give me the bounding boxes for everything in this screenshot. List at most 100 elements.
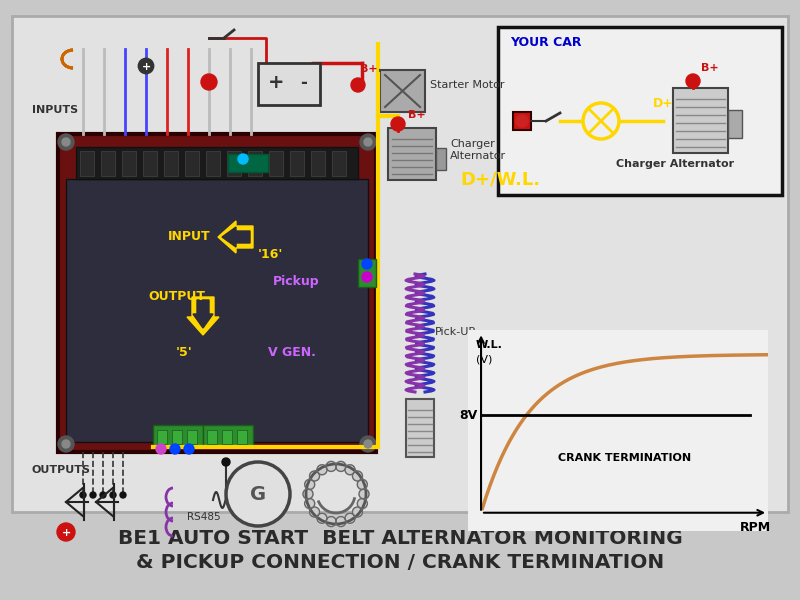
Circle shape: [583, 103, 619, 139]
Bar: [172, 430, 182, 444]
Text: W.L.: W.L.: [476, 340, 502, 350]
Circle shape: [58, 134, 74, 150]
Text: +: +: [62, 528, 71, 538]
Bar: [290, 151, 304, 176]
Circle shape: [58, 436, 74, 452]
Circle shape: [110, 492, 116, 498]
Circle shape: [359, 489, 369, 499]
Text: -: -: [301, 74, 307, 92]
Circle shape: [80, 492, 86, 498]
Circle shape: [90, 492, 96, 498]
Text: Charger
Alternator: Charger Alternator: [450, 139, 506, 161]
Circle shape: [120, 492, 126, 498]
Text: +: +: [142, 62, 151, 72]
Circle shape: [362, 272, 372, 282]
Circle shape: [353, 471, 362, 481]
Circle shape: [516, 115, 528, 127]
Bar: [185, 151, 199, 176]
Circle shape: [201, 74, 217, 90]
Bar: [269, 151, 283, 176]
Bar: [12, 16, 788, 512]
Text: '5': '5': [176, 346, 193, 358]
Text: B+: B+: [701, 63, 718, 73]
Text: Charger Alternator: Charger Alternator: [616, 159, 734, 169]
Bar: [728, 110, 742, 138]
Bar: [164, 151, 178, 176]
Bar: [358, 259, 376, 287]
Circle shape: [226, 462, 290, 526]
Bar: [207, 430, 217, 444]
Circle shape: [305, 499, 314, 509]
Text: D+: D+: [653, 97, 674, 110]
Circle shape: [156, 444, 166, 454]
Bar: [248, 151, 262, 176]
Text: B+: B+: [360, 64, 378, 74]
Circle shape: [317, 465, 327, 475]
Bar: [498, 27, 782, 195]
Bar: [143, 151, 157, 176]
Circle shape: [139, 59, 153, 73]
Circle shape: [362, 259, 372, 269]
Circle shape: [358, 479, 367, 490]
Bar: [58, 134, 376, 452]
FancyArrow shape: [222, 227, 250, 247]
Text: 8V: 8V: [459, 409, 477, 422]
Circle shape: [57, 523, 75, 541]
Bar: [101, 151, 115, 176]
Bar: [228, 154, 268, 172]
Text: YOUR CAR: YOUR CAR: [510, 35, 582, 49]
Circle shape: [345, 465, 355, 475]
Circle shape: [358, 499, 367, 509]
Circle shape: [303, 489, 313, 499]
Bar: [513, 112, 531, 130]
Text: & PICKUP CONNECTION / CRANK TERMINATION: & PICKUP CONNECTION / CRANK TERMINATION: [136, 553, 664, 571]
Text: B+: B+: [408, 110, 426, 120]
Circle shape: [360, 134, 376, 150]
Text: (V): (V): [476, 355, 492, 364]
Circle shape: [351, 78, 365, 92]
Bar: [153, 425, 203, 447]
FancyArrow shape: [193, 300, 213, 328]
FancyArrow shape: [218, 221, 253, 253]
Text: D+/W.L.: D+/W.L.: [460, 171, 540, 189]
Text: INPUT: INPUT: [168, 230, 210, 244]
Text: OUTPUTS: OUTPUTS: [32, 465, 91, 475]
Text: Pick-UP: Pick-UP: [435, 327, 476, 337]
Text: OUTPUT: OUTPUT: [148, 290, 205, 304]
Bar: [673, 88, 728, 153]
Text: +: +: [268, 73, 284, 92]
Circle shape: [364, 440, 372, 448]
Circle shape: [336, 517, 346, 527]
Circle shape: [310, 507, 319, 517]
Circle shape: [62, 138, 70, 146]
Circle shape: [305, 479, 314, 490]
Bar: [122, 151, 136, 176]
Bar: [203, 425, 253, 447]
Bar: [436, 148, 446, 170]
Circle shape: [100, 492, 106, 498]
Circle shape: [310, 471, 319, 481]
Bar: [157, 430, 167, 444]
Bar: [406, 399, 434, 457]
Circle shape: [360, 436, 376, 452]
Circle shape: [222, 458, 230, 466]
FancyArrow shape: [187, 297, 219, 335]
Text: BE1 AUTO START  BELT ALTERNATOR MONITORING: BE1 AUTO START BELT ALTERNATOR MONITORIN…: [118, 529, 682, 547]
Circle shape: [326, 517, 336, 527]
Text: V GEN.: V GEN.: [268, 346, 316, 358]
Text: Pickup: Pickup: [273, 275, 320, 289]
Text: '16': '16': [258, 247, 283, 260]
Text: Starter Motor: Starter Motor: [430, 80, 505, 90]
Bar: [227, 151, 241, 176]
Circle shape: [364, 138, 372, 146]
Bar: [237, 430, 247, 444]
Circle shape: [336, 461, 346, 472]
Text: G: G: [250, 485, 266, 503]
Bar: [206, 151, 220, 176]
Bar: [380, 70, 425, 112]
Text: INPUTS: INPUTS: [32, 105, 78, 115]
Circle shape: [62, 440, 70, 448]
Bar: [76, 147, 358, 179]
Circle shape: [353, 507, 362, 517]
Text: RS485: RS485: [187, 512, 221, 522]
